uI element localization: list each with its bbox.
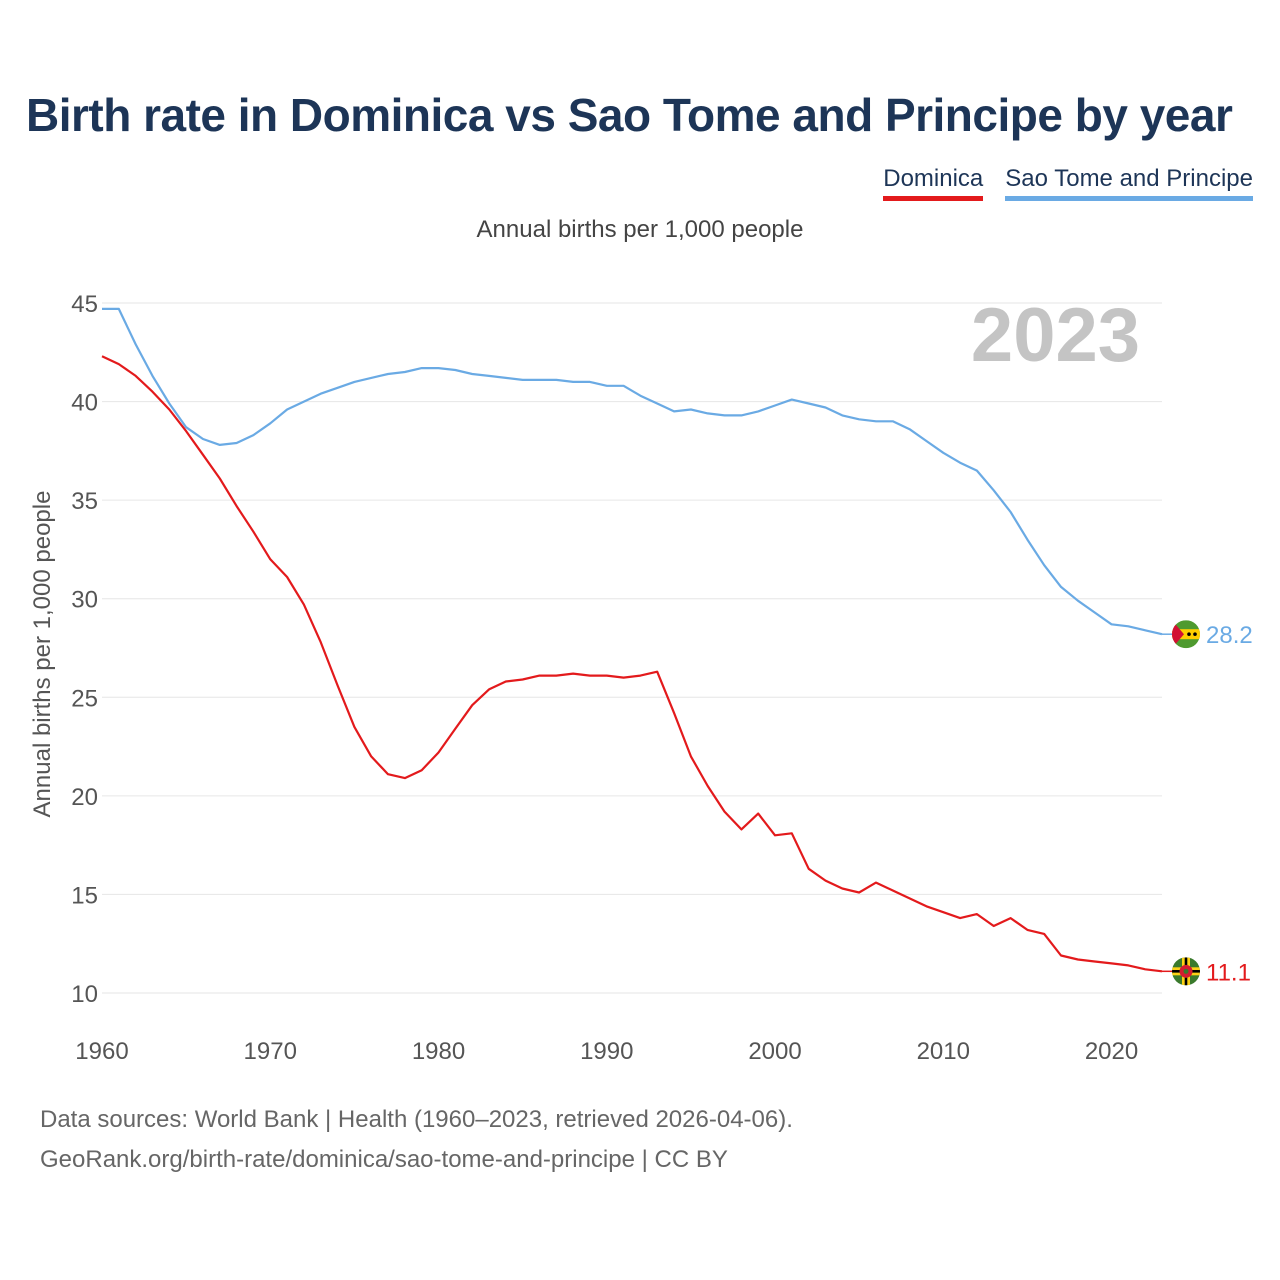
y-tick-label-25: 25 bbox=[71, 685, 98, 712]
legend-item-dominica[interactable]: Dominica bbox=[883, 164, 984, 201]
series-line-dominica bbox=[101, 355, 1163, 973]
y-axis-label: Annual births per 1,000 people bbox=[29, 491, 56, 818]
y-tick-label-35: 35 bbox=[71, 488, 98, 515]
chart-subtitle: Annual births per 1,000 people bbox=[476, 216, 804, 243]
end-label-sao-tome-and-principe: 28.2 bbox=[1206, 622, 1253, 649]
y-tick-label-45: 45 bbox=[71, 291, 98, 318]
footer-source: Data sources: World Bank | Health (1960–… bbox=[40, 1106, 793, 1133]
x-tick-label-1960: 1960 bbox=[75, 1038, 128, 1065]
x-tick-label-1980: 1980 bbox=[412, 1038, 465, 1065]
year-watermark: 2023 bbox=[971, 293, 1140, 378]
y-tick-label-10: 10 bbox=[71, 981, 98, 1008]
chart-title: Birth rate in Dominica vs Sao Tome and P… bbox=[26, 89, 1233, 141]
x-tick-label-2000: 2000 bbox=[748, 1038, 801, 1065]
end-label-dominica: 11.1 bbox=[1206, 959, 1251, 986]
legend: Dominica Sao Tome and Principe bbox=[883, 164, 1253, 201]
x-tick-label-2010: 2010 bbox=[917, 1038, 970, 1065]
y-tick-label-30: 30 bbox=[71, 587, 98, 614]
x-tick-label-2020: 2020 bbox=[1085, 1038, 1138, 1065]
footer-link[interactable]: GeoRank.org/birth-rate/dominica/sao-tome… bbox=[40, 1146, 728, 1173]
dominica-flag-icon bbox=[1172, 957, 1200, 986]
y-tick-label-15: 15 bbox=[71, 882, 98, 909]
y-tick-label-40: 40 bbox=[71, 390, 98, 417]
series-line-sao-tome-and-principe bbox=[102, 307, 1163, 636]
x-tick-label-1970: 1970 bbox=[244, 1038, 297, 1065]
legend-item-sao-tome-and-principe[interactable]: Sao Tome and Principe bbox=[1005, 164, 1253, 201]
x-tick-label-1990: 1990 bbox=[580, 1038, 633, 1065]
y-tick-label-20: 20 bbox=[71, 784, 98, 811]
sao-tome-flag-icon bbox=[1172, 620, 1200, 649]
